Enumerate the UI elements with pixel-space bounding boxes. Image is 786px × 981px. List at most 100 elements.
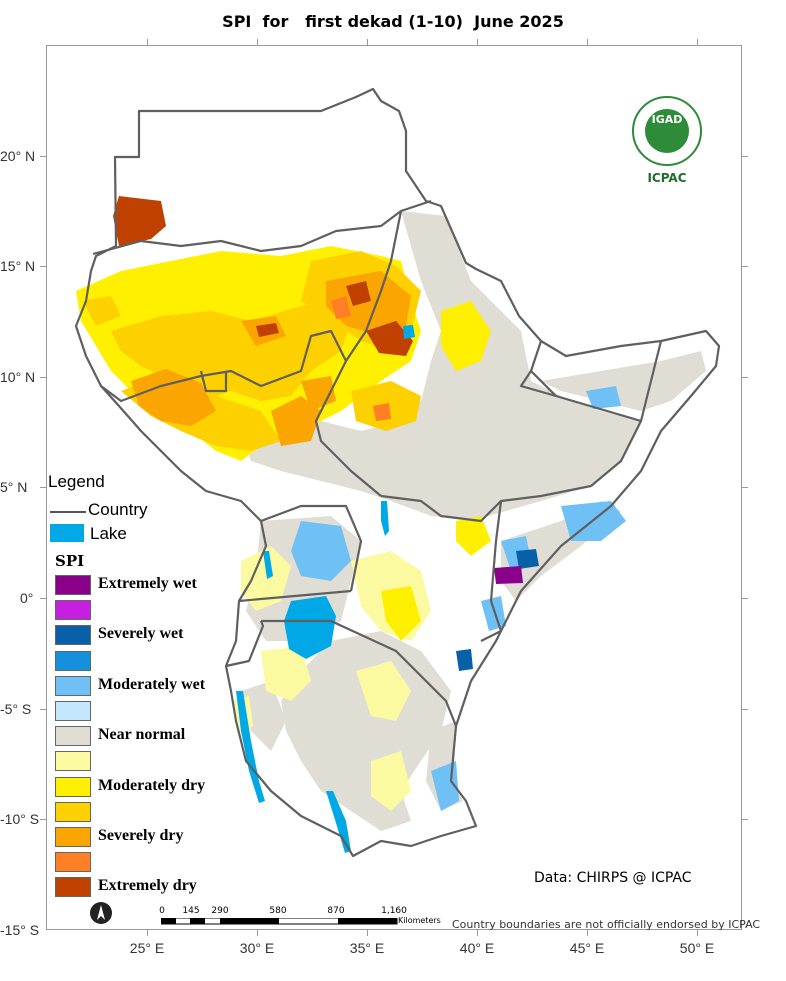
lat-label: 0° <box>20 590 34 606</box>
logo-icpac-text: ICPAC <box>647 171 687 185</box>
spi-legend-item: Severely wet <box>55 625 305 647</box>
extremely-dry-areas <box>113 196 413 356</box>
lat-label: 20° N <box>0 148 36 164</box>
lat-label: 15° N <box>0 258 36 274</box>
spi-color-swatch <box>55 650 91 671</box>
lat-label: -10° S <box>0 811 40 827</box>
spi-legend-item: Extremely dry <box>55 877 305 899</box>
lon-tick <box>697 930 698 936</box>
spi-legend-item: Moderately dry <box>55 776 305 799</box>
spi-legend-item: Moderately wet <box>55 675 305 698</box>
spi-color-swatch <box>55 776 91 797</box>
spi-color-swatch <box>55 675 91 696</box>
map-frame <box>46 45 742 930</box>
lake-tana <box>403 325 415 339</box>
spi-legend-label: Moderately dry <box>98 776 206 794</box>
lat-label: 5° N <box>0 479 28 495</box>
lake-malawi <box>326 791 351 853</box>
lon-tick <box>587 930 588 936</box>
severely-wet-areas <box>456 549 539 671</box>
lon-tick <box>257 930 258 936</box>
lat-tick <box>40 819 46 820</box>
spi-legend-item <box>55 801 305 824</box>
legend-title: Legend <box>48 472 105 491</box>
lon-label: 25° E <box>129 940 165 956</box>
lat-tick <box>742 709 748 710</box>
lat-tick <box>742 819 748 820</box>
spi-color-swatch <box>55 701 91 721</box>
spi-legend-item <box>55 751 305 773</box>
lake-albert <box>263 551 273 579</box>
spi-color-swatch <box>55 625 91 646</box>
lon-label: 45° E <box>569 940 605 956</box>
disclaimer: Country boundaries are not officially en… <box>452 918 761 931</box>
spi-legend-item <box>55 650 305 673</box>
spi-legend-label: Extremely wet <box>98 575 197 592</box>
scale-tick-label: 1,160 <box>381 906 407 916</box>
map-title: SPI for first dekad (1-10) June 2025 <box>222 12 564 31</box>
spi-legend-item <box>55 852 305 874</box>
lat-label: -5° S <box>0 701 32 717</box>
spi-legend-label: Moderately wet <box>98 675 206 693</box>
spi-color-swatch <box>55 751 91 772</box>
logo-emblem <box>645 109 689 153</box>
lon-tick <box>587 39 588 45</box>
scale-tick-label: 870 <box>327 906 345 916</box>
north-arrow-icon <box>90 902 112 924</box>
lat-tick <box>40 156 46 157</box>
spi-legend-label: Near normal <box>98 726 186 744</box>
spi-color-swatch <box>55 726 91 747</box>
spi-title: SPI <box>55 552 85 570</box>
lake-victoria <box>284 596 336 659</box>
lake-swatch <box>50 524 84 542</box>
lat-tick <box>40 266 46 267</box>
extremely-wet-areas <box>494 566 523 584</box>
spi-color-swatch <box>55 600 91 621</box>
lat-tick <box>742 487 748 488</box>
lon-tick <box>477 930 478 936</box>
lake-label: Lake <box>90 524 127 543</box>
lat-label: 10° N <box>0 369 36 385</box>
lon-tick <box>147 930 148 936</box>
lat-tick <box>742 266 748 267</box>
lon-tick <box>477 39 478 45</box>
spi-legend-item <box>55 701 305 723</box>
lon-tick <box>147 39 148 45</box>
lat-tick <box>40 377 46 378</box>
lon-label: 50° E <box>679 940 715 956</box>
scale-tick-label: 0 <box>159 906 165 916</box>
lat-tick <box>40 709 46 710</box>
lon-label: 40° E <box>459 940 495 956</box>
lon-tick <box>367 930 368 936</box>
spi-color-swatch <box>55 801 91 822</box>
country-label: Country <box>88 500 148 519</box>
scale-tick-label: 580 <box>269 906 287 916</box>
lat-tick <box>742 156 748 157</box>
lon-label: 30° E <box>239 940 275 956</box>
lat-tick <box>742 598 748 599</box>
spi-legend-label: Extremely dry <box>98 877 197 895</box>
scale-bar-graphic <box>161 918 398 925</box>
lake-turkana <box>381 501 389 536</box>
data-credit: Data: CHIRPS @ ICPAC <box>534 870 692 886</box>
lat-tick <box>40 487 46 488</box>
north-arrow-glyph <box>97 905 105 920</box>
scale-tick-label: 145 <box>182 906 200 916</box>
spi-color-swatch <box>55 877 91 898</box>
spi-legend-item: Severely dry <box>55 827 305 849</box>
scale-tick-label: 290 <box>211 906 229 916</box>
lon-label: 35° E <box>349 940 385 956</box>
spi-legend-item: Extremely wet <box>55 575 305 597</box>
lat-label: -15° S <box>0 922 40 938</box>
icpac-logo: IGAD ICPAC <box>632 96 704 186</box>
lat-tick <box>40 598 46 599</box>
spi-color-swatch <box>55 852 91 873</box>
scale-unit: Kilometers <box>398 916 441 925</box>
near-normal-areas <box>241 211 706 831</box>
lon-tick <box>697 39 698 45</box>
spi-map <box>74 87 721 858</box>
logo-igad-text: IGAD <box>651 113 683 126</box>
country-line-swatch <box>50 511 86 513</box>
spi-color-swatch <box>55 575 91 595</box>
orange-areas <box>331 296 391 421</box>
